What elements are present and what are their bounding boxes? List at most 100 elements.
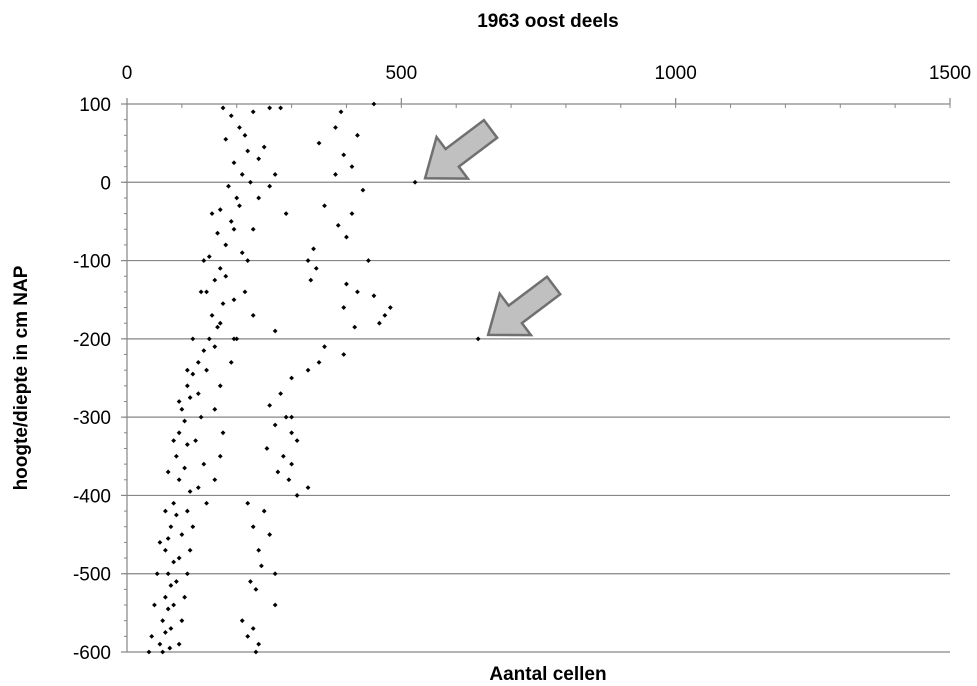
data-point: [190, 371, 196, 377]
data-point: [341, 352, 347, 357]
data-point: [239, 250, 245, 256]
data-point: [239, 618, 245, 624]
data-point: [289, 461, 294, 467]
data-point: [341, 152, 347, 158]
data-point: [245, 258, 251, 263]
data-point: [316, 359, 322, 365]
data-point: [176, 430, 182, 436]
y-tick-label: -300: [73, 408, 111, 429]
data-point: [193, 438, 198, 444]
data-point: [289, 375, 294, 381]
data-point: [228, 113, 234, 119]
data-point: [217, 453, 223, 459]
y-tick-label: 0: [100, 173, 111, 194]
data-point: [212, 277, 218, 283]
data-point: [382, 312, 388, 318]
data-point: [179, 618, 185, 624]
data-point: [267, 183, 273, 189]
data-point: [475, 336, 481, 342]
data-point: [294, 438, 300, 444]
data-point: [333, 172, 338, 177]
data-point: [157, 641, 163, 647]
data-point: [171, 438, 177, 444]
data-point: [217, 207, 223, 213]
data-points: [146, 101, 481, 655]
data-point: [237, 125, 242, 130]
data-point: [217, 320, 223, 326]
data-point: [242, 289, 248, 295]
data-point: [264, 446, 270, 451]
data-point: [308, 277, 314, 283]
annotation-arrow-shape: [486, 274, 563, 337]
gridlines: [127, 181, 950, 653]
data-point: [283, 414, 289, 420]
data-point: [305, 367, 311, 373]
data-point: [206, 254, 212, 260]
data-point: [198, 414, 204, 420]
data-point: [387, 305, 393, 310]
data-point: [305, 485, 311, 490]
data-point: [289, 414, 294, 420]
x-tick-label: 0: [122, 63, 133, 84]
data-point: [376, 320, 382, 326]
data-point: [204, 500, 209, 506]
data-point: [360, 187, 366, 193]
y-axis-title: hoogte/diepte in cm NAP: [11, 265, 32, 490]
data-point: [311, 246, 316, 252]
data-point: [182, 594, 188, 600]
chart-title: 1963 oost deels: [477, 11, 619, 32]
data-point: [146, 649, 152, 655]
x-axis-title: Aantal cellen: [489, 664, 606, 685]
data-point: [231, 160, 237, 166]
data-point: [250, 626, 256, 631]
data-point: [168, 524, 174, 530]
data-point: [184, 383, 190, 389]
x-tick-label: 500: [385, 63, 417, 84]
data-point: [165, 536, 171, 541]
data-point: [223, 242, 229, 248]
data-point: [366, 258, 371, 263]
data-point: [341, 305, 347, 310]
data-point: [167, 645, 173, 651]
data-point: [267, 105, 273, 111]
data-point: [278, 105, 284, 111]
data-point: [165, 606, 171, 612]
y-tick-label: -400: [73, 486, 111, 507]
y-tick-label: -200: [73, 330, 111, 351]
annotation-arrow: [423, 118, 499, 180]
data-point: [179, 406, 185, 412]
data-point: [176, 641, 182, 647]
data-point: [280, 453, 286, 459]
data-point: [371, 293, 377, 299]
data-point: [259, 563, 264, 569]
data-point: [231, 226, 237, 232]
data-point: [355, 289, 360, 295]
data-point: [179, 532, 185, 537]
data-point: [173, 453, 179, 459]
data-point: [201, 348, 207, 353]
data-point: [272, 422, 278, 428]
data-point: [335, 222, 341, 228]
data-point: [272, 328, 278, 334]
data-point: [217, 266, 223, 271]
data-point: [344, 234, 349, 240]
data-point: [226, 183, 231, 189]
data-point: [355, 132, 360, 138]
data-point: [201, 461, 207, 467]
data-point: [253, 586, 259, 592]
data-point: [165, 469, 171, 475]
data-point: [176, 555, 182, 561]
data-point: [182, 465, 188, 471]
data-point: [212, 477, 218, 483]
data-point: [272, 172, 278, 177]
data-point: [157, 540, 163, 545]
data-point: [163, 594, 168, 600]
data-point: [171, 500, 177, 506]
data-point: [283, 211, 289, 216]
x-tick-label: 1500: [929, 63, 971, 84]
data-point: [231, 336, 237, 342]
data-point: [248, 179, 253, 185]
data-point: [171, 602, 177, 608]
data-point: [289, 430, 294, 436]
